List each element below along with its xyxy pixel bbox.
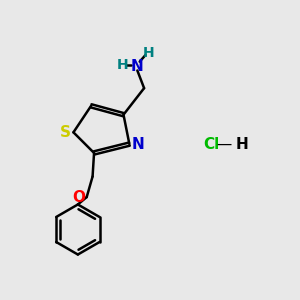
Text: N: N xyxy=(131,136,144,152)
Text: O: O xyxy=(72,190,85,205)
Text: H: H xyxy=(117,58,128,72)
Text: —: — xyxy=(217,136,232,152)
Text: N: N xyxy=(130,58,143,74)
Text: H: H xyxy=(143,46,154,60)
Text: S: S xyxy=(60,125,71,140)
Text: H: H xyxy=(236,136,248,152)
Text: Cl: Cl xyxy=(203,136,219,152)
